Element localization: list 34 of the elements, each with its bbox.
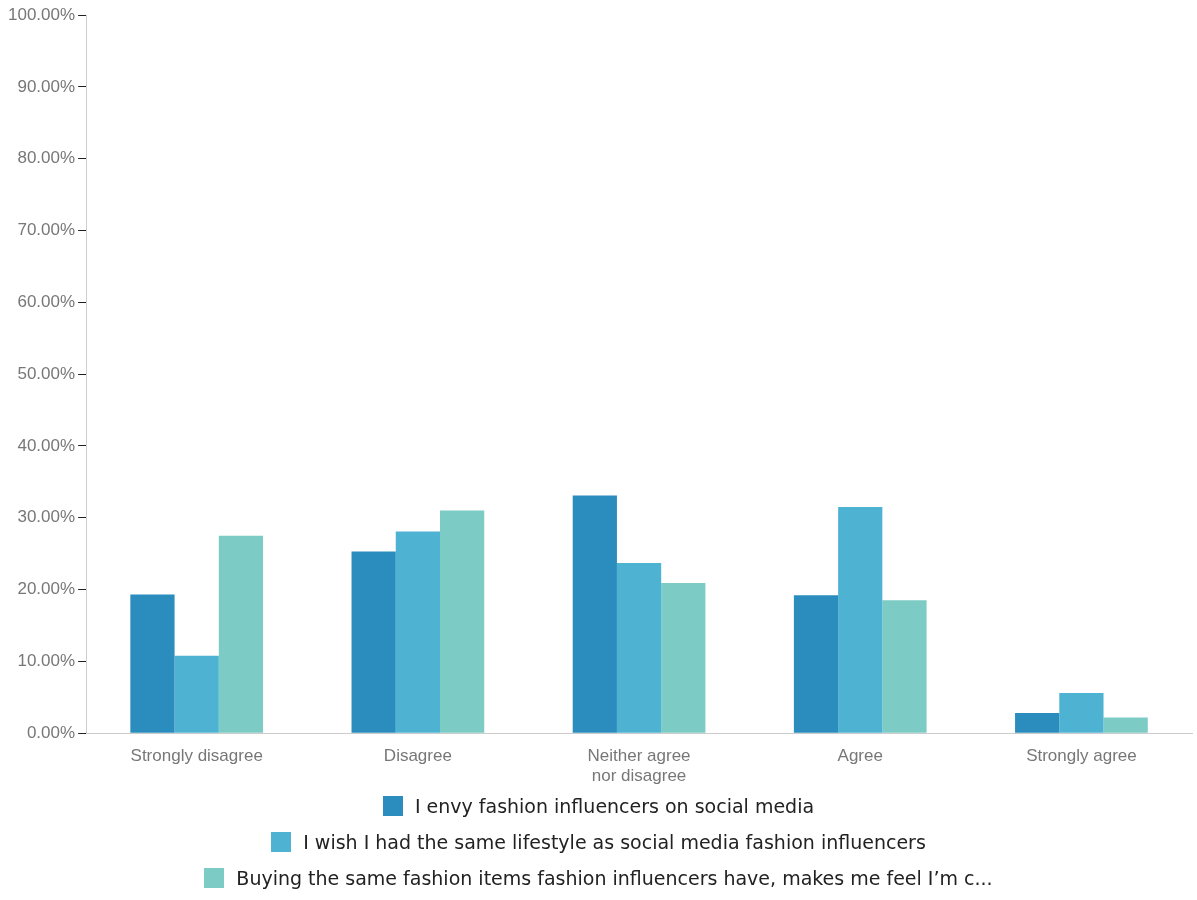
y-tick-label: 30.00% [17, 507, 76, 527]
y-tick-label: 60.00% [17, 291, 76, 311]
bar [395, 531, 440, 733]
x-tick-label: Strongly agree [1026, 746, 1137, 766]
y-tick-label: 20.00% [17, 579, 76, 599]
bar [661, 583, 706, 733]
y-tick-label: 40.00% [17, 435, 76, 455]
x-tick-label: Strongly disagree [130, 746, 263, 766]
bar [882, 600, 927, 733]
bar [838, 506, 883, 733]
bar [616, 562, 662, 733]
bar [1059, 692, 1104, 733]
y-tick-label: 80.00% [17, 148, 76, 168]
bar [130, 594, 175, 733]
bar [793, 595, 839, 733]
legend-label: I envy fashion influencers on social media [413, 795, 816, 817]
x-tick-label: Neither agree nor disagree [587, 746, 691, 786]
bar [218, 535, 264, 733]
bar [174, 655, 219, 733]
y-tick-label: 0.00% [26, 722, 76, 742]
bar [1015, 713, 1060, 733]
y-tick-label: 90.00% [17, 76, 76, 96]
x-tick-label: Disagree [383, 746, 452, 766]
bar [351, 551, 396, 733]
y-tick-label: 10.00% [17, 651, 76, 671]
bar [1103, 717, 1148, 733]
y-tick-label: 100.00% [7, 4, 76, 24]
x-tick-label: Agree [837, 746, 883, 766]
legend-label: Buying the same fashion items fashion influencers have, makes me feel I’m c... [235, 867, 994, 889]
legend-label: I wish I had the same lifestyle as social media fashion influencers [302, 831, 927, 853]
bar [572, 495, 617, 733]
y-tick-label: 50.00% [17, 363, 76, 383]
y-tick-label: 70.00% [17, 220, 76, 240]
bar [440, 510, 485, 733]
